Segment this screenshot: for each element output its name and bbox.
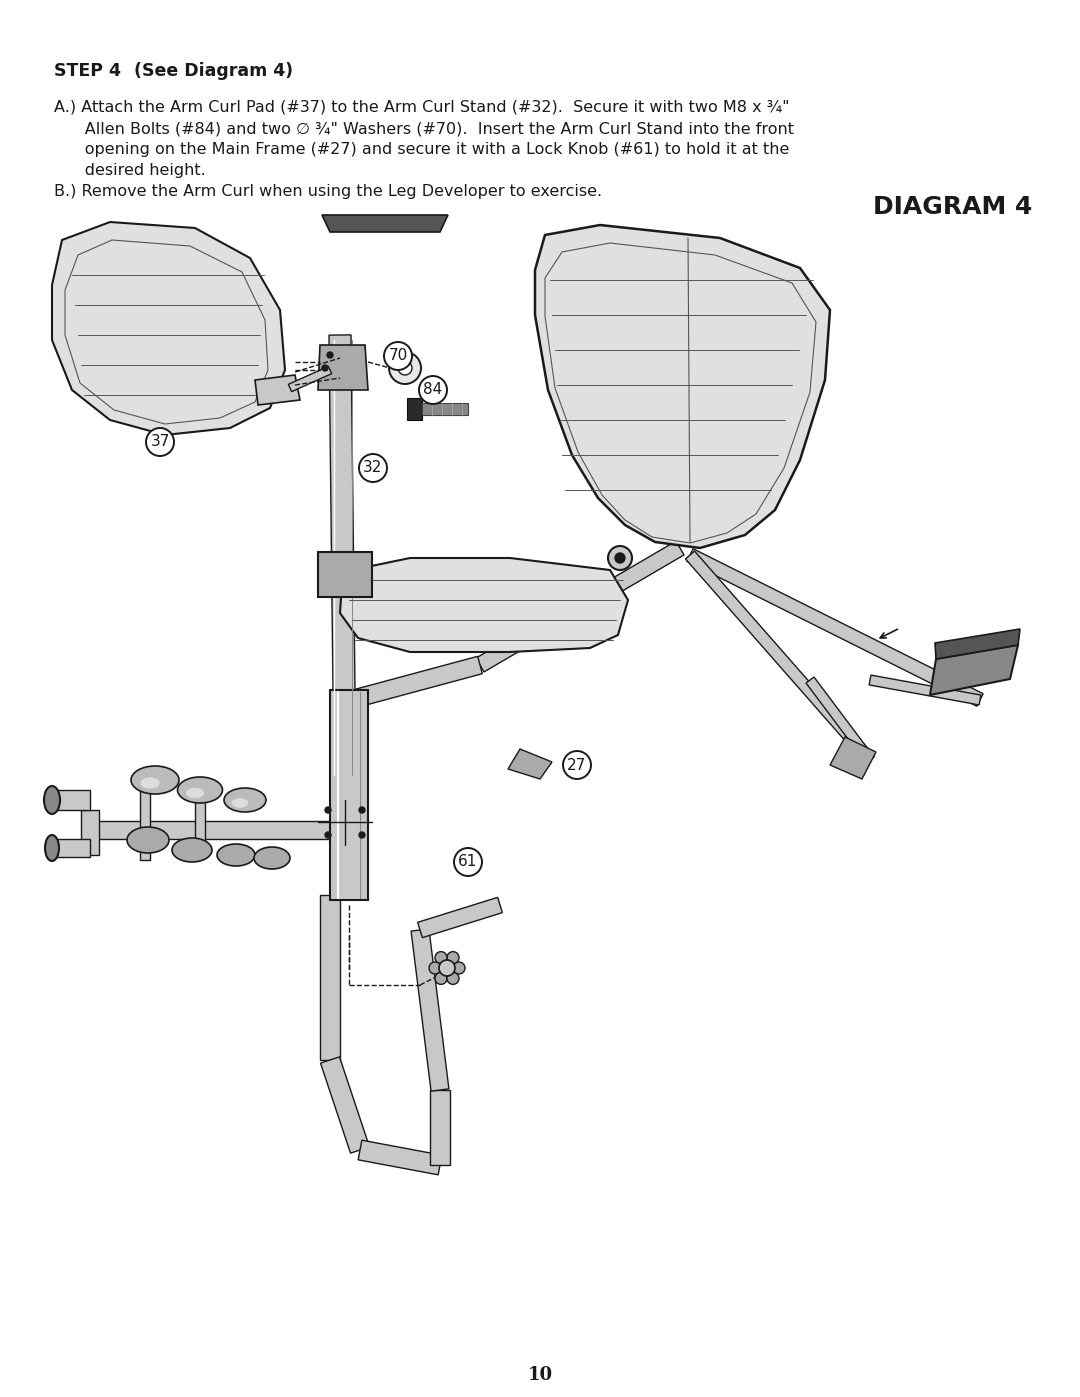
Text: 84: 84 xyxy=(423,383,443,398)
Text: opening on the Main Frame (#27) and secure it with a Lock Knob (#61) to hold it : opening on the Main Frame (#27) and secu… xyxy=(54,142,789,156)
Circle shape xyxy=(384,342,411,370)
Text: 61: 61 xyxy=(458,855,477,869)
Ellipse shape xyxy=(186,788,204,798)
Ellipse shape xyxy=(254,847,291,869)
Polygon shape xyxy=(687,549,983,707)
Polygon shape xyxy=(686,550,875,764)
Polygon shape xyxy=(476,541,684,672)
Polygon shape xyxy=(340,557,627,652)
Polygon shape xyxy=(348,657,483,708)
Polygon shape xyxy=(422,402,468,415)
Text: 32: 32 xyxy=(363,461,382,475)
Text: (See Diagram 4): (See Diagram 4) xyxy=(116,61,293,80)
Ellipse shape xyxy=(131,766,179,793)
Ellipse shape xyxy=(127,827,168,854)
Ellipse shape xyxy=(44,787,60,814)
Polygon shape xyxy=(322,215,448,232)
Polygon shape xyxy=(806,678,874,763)
Polygon shape xyxy=(330,690,368,900)
Ellipse shape xyxy=(224,788,266,812)
Circle shape xyxy=(435,972,447,985)
Ellipse shape xyxy=(177,777,222,803)
Polygon shape xyxy=(52,789,90,810)
Circle shape xyxy=(146,427,174,455)
Polygon shape xyxy=(430,1090,450,1165)
Circle shape xyxy=(563,752,591,780)
Circle shape xyxy=(325,833,330,838)
Polygon shape xyxy=(329,335,356,780)
Ellipse shape xyxy=(231,798,248,807)
Polygon shape xyxy=(411,929,449,1091)
Polygon shape xyxy=(320,895,340,1060)
Polygon shape xyxy=(508,749,552,780)
Circle shape xyxy=(359,807,365,813)
Polygon shape xyxy=(81,810,99,855)
Circle shape xyxy=(435,951,447,964)
Text: desired height.: desired height. xyxy=(54,163,206,177)
Polygon shape xyxy=(321,1058,369,1153)
Polygon shape xyxy=(935,629,1020,659)
Text: 10: 10 xyxy=(527,1366,553,1384)
Polygon shape xyxy=(831,738,876,780)
Circle shape xyxy=(453,963,465,974)
Text: B.) Remove the Arm Curl when using the Leg Developer to exercise.: B.) Remove the Arm Curl when using the L… xyxy=(54,184,603,198)
Circle shape xyxy=(419,376,447,404)
Circle shape xyxy=(325,807,330,813)
Text: 37: 37 xyxy=(150,434,170,450)
Circle shape xyxy=(399,360,411,374)
Circle shape xyxy=(447,972,459,985)
Circle shape xyxy=(327,352,333,358)
Text: 27: 27 xyxy=(567,757,586,773)
Circle shape xyxy=(438,960,455,977)
Polygon shape xyxy=(535,225,831,548)
Circle shape xyxy=(429,963,441,974)
Ellipse shape xyxy=(45,835,59,861)
Circle shape xyxy=(454,848,482,876)
Polygon shape xyxy=(90,821,330,840)
Polygon shape xyxy=(407,398,422,420)
Polygon shape xyxy=(359,1140,442,1175)
Circle shape xyxy=(389,352,421,384)
Text: DIAGRAM 4: DIAGRAM 4 xyxy=(873,196,1032,219)
Polygon shape xyxy=(418,897,502,937)
Circle shape xyxy=(615,553,625,563)
Polygon shape xyxy=(869,675,981,705)
Circle shape xyxy=(359,833,365,838)
Circle shape xyxy=(359,454,387,482)
Polygon shape xyxy=(195,789,205,855)
Polygon shape xyxy=(930,645,1018,694)
Ellipse shape xyxy=(172,838,212,862)
Text: 70: 70 xyxy=(389,348,407,363)
Ellipse shape xyxy=(217,844,255,866)
Ellipse shape xyxy=(140,777,160,788)
Polygon shape xyxy=(52,840,90,856)
Polygon shape xyxy=(318,345,368,390)
Polygon shape xyxy=(318,552,372,597)
Polygon shape xyxy=(52,222,285,434)
Circle shape xyxy=(322,365,328,372)
Text: Allen Bolts (#84) and two ∅ ¾" Washers (#70).  Insert the Arm Curl Stand into th: Allen Bolts (#84) and two ∅ ¾" Washers (… xyxy=(54,122,794,136)
Polygon shape xyxy=(255,374,300,405)
Polygon shape xyxy=(288,366,332,391)
Polygon shape xyxy=(140,780,150,861)
Text: A.) Attach the Arm Curl Pad (#37) to the Arm Curl Stand (#32).  Secure it with t: A.) Attach the Arm Curl Pad (#37) to the… xyxy=(54,101,789,115)
Circle shape xyxy=(447,951,459,964)
Text: STEP 4: STEP 4 xyxy=(54,61,121,80)
Circle shape xyxy=(608,546,632,570)
